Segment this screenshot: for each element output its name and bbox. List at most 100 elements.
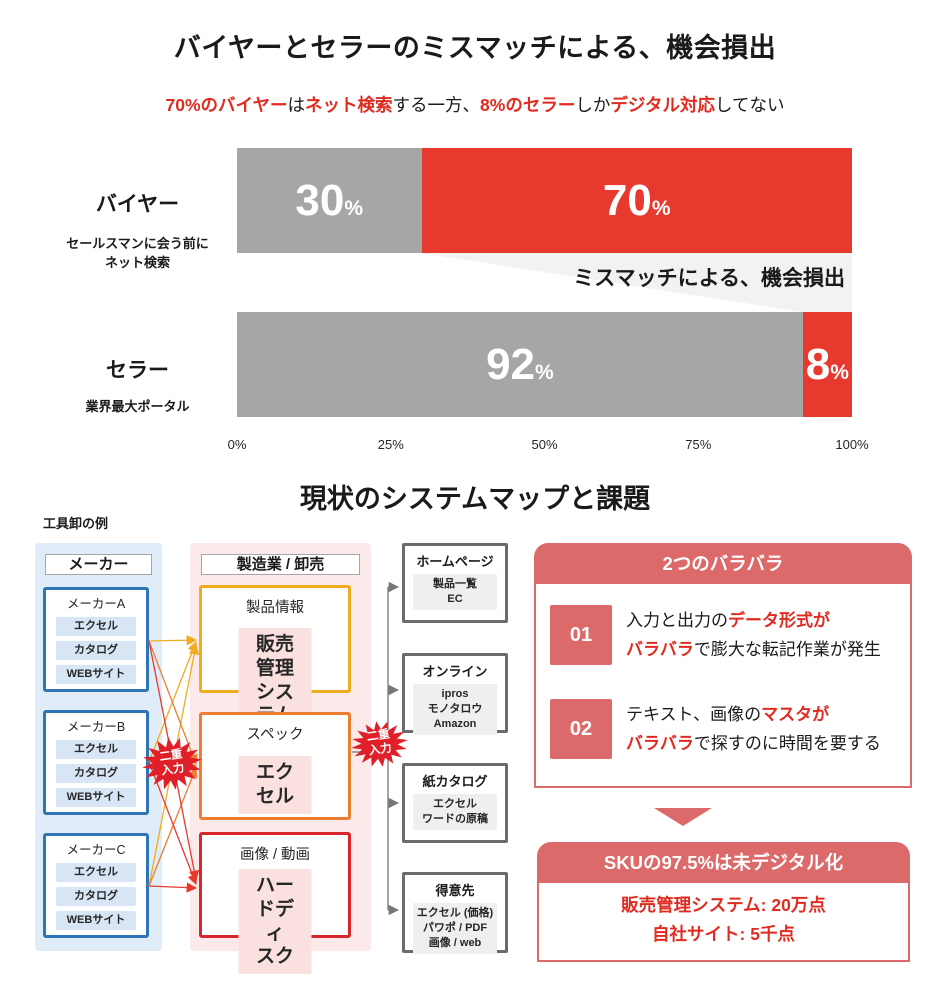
segment-value: 70 <box>602 175 652 225</box>
issues-panel-body: 01 入力と出力のデータ形式が バラバラで膨大な転記作業が発生 02 テキスト、画像のマ… <box>534 584 912 788</box>
axis-tick: 25% <box>377 437 404 452</box>
middle-box-title: 製品情報 <box>246 600 304 616</box>
subtitle-segment: 8%のセラー <box>480 95 576 115</box>
middle-box-title: 画像 / 動画 <box>239 847 311 863</box>
issue-text-segment: バラバラ <box>626 640 694 659</box>
mismatch-label: ミスマッチによる、機会損出 <box>573 267 845 290</box>
output-box: 紙カタログエクセル ワードの原稿 <box>402 763 508 843</box>
maker-item: WEBサイト <box>56 788 136 807</box>
maker-box-title: メーカーC <box>66 843 126 857</box>
sku-line: 自社サイト: 5千点 <box>652 924 795 944</box>
section2-title: 現状のシステムマップと課題 <box>299 484 651 514</box>
issue-text-segment: データ形式が <box>728 611 830 630</box>
buyer-bar: 30% 70% <box>237 148 852 253</box>
issue-item: 02 テキスト、画像のマスタが バラバラで探すのに時間を要する <box>550 699 881 759</box>
sku-line: 販売管理システム: 20万点 <box>621 895 826 915</box>
issue-text: テキスト、画像のマスタが バラバラで探すのに時間を要する <box>626 699 881 758</box>
section1-subtitle: 70%のバイヤーはネット検索する一方、8%のセラーしかデジタル対応してない <box>0 92 950 117</box>
issue-text-line: テキスト、画像のマスタが <box>626 700 881 729</box>
down-arrow-icon <box>654 808 712 826</box>
maker-item: カタログ <box>56 641 136 660</box>
subtitle-segment: 70%のバイヤー <box>165 95 288 115</box>
output-box-title: ホームページ <box>416 554 494 569</box>
axis-tick: 75% <box>685 437 712 452</box>
issue-text-line: バラバラで探すのに時間を要する <box>626 729 881 758</box>
output-box: ホームページ製品一覧 EC <box>402 543 508 623</box>
seller-label: セラー <box>106 359 169 382</box>
subtitle-segment: ネット検索 <box>305 95 393 115</box>
output-box: オンライン ipros モノタロウ Amazon <box>402 653 508 735</box>
axis-tick: 100% <box>835 437 869 452</box>
output-box-inner: ipros モノタロウ Amazon <box>413 684 497 735</box>
issue-text: 入力と出力のデータ形式が バラバラで膨大な転記作業が発生 <box>626 605 881 664</box>
subtitle-segment: しか <box>575 95 611 115</box>
issues-panel-header: 2つのバラバラ <box>534 543 912 584</box>
bar-segment: 8% <box>802 312 852 417</box>
percent-sign: % <box>535 361 554 384</box>
maker-item: WEBサイト <box>56 911 136 930</box>
bar-segment: 30% <box>237 148 422 253</box>
issue-number: 02 <box>550 699 612 759</box>
seller-sublabel: 業界最大ポータル <box>85 399 190 414</box>
issue-text-segment: マスタが <box>761 705 830 724</box>
middle-box: 画像 / 動画ハードディ スク <box>199 832 351 974</box>
buyer-sublabel: セールスマンに会う前に ネット検索 <box>66 236 209 270</box>
axis-tick: 50% <box>531 437 558 452</box>
maker-item: エクセル <box>56 863 136 882</box>
maker-box: メーカーC エクセルカタログ WEBサイト <box>43 833 149 938</box>
maker-column-header: メーカー <box>45 554 152 575</box>
maker-item: WEBサイト <box>56 665 136 684</box>
segment-value: 8 <box>805 339 831 389</box>
issue-text-line: 入力と出力のデータ形式が <box>626 606 881 635</box>
output-box-title: 得意先 <box>435 883 475 898</box>
subtitle-segment: は <box>287 95 306 115</box>
output-box-title: 紙カタログ <box>422 774 488 789</box>
output-box-title: オンライン <box>422 664 488 679</box>
percent-sign: % <box>651 197 671 220</box>
issue-item: 01 入力と出力のデータ形式が バラバラで膨大な転記作業が発生 <box>550 605 881 665</box>
segment-value: 92 <box>486 339 536 389</box>
maker-item: カタログ <box>56 764 136 783</box>
issue-text-segment: で膨大な転記作業が発生 <box>693 640 881 659</box>
issue-number: 01 <box>550 605 612 665</box>
subtitle-segment: する一方、 <box>392 95 481 115</box>
issue-text-line: バラバラで膨大な転記作業が発生 <box>626 635 881 664</box>
sku-panel-body: 販売管理システム: 20万点 自社サイト: 5千点 <box>537 883 910 962</box>
percent-sign: % <box>344 197 364 220</box>
example-label: 工具卸の例 <box>43 516 109 531</box>
issue-text-segment: 入力と出力の <box>626 611 728 630</box>
maker-box: メーカーB エクセルカタログ WEBサイト <box>43 710 149 815</box>
issues-panel: 2つのバラバラ 01 入力と出力のデータ形式が バラバラで膨大な転記作業が発生 02 テ… <box>534 543 912 788</box>
bar-segment: 92% <box>237 312 803 417</box>
issue-text-segment: テキスト、画像の <box>626 705 762 724</box>
maker-item: エクセル <box>56 617 136 636</box>
maker-box-title: メーカーB <box>66 720 126 734</box>
middle-box-inner: ハードディ スク <box>238 869 312 974</box>
output-box-inner: 製品一覧 EC <box>413 574 497 610</box>
segment-value: 30 <box>295 175 345 225</box>
maker-box: メーカーA エクセルカタログ WEBサイト <box>43 587 149 692</box>
output-box: 得意先エクセル (価格) パワポ / PDF 画像 / web <box>402 872 508 954</box>
subtitle-segment: デジタル対応 <box>610 95 715 115</box>
sku-panel-header: SKUの97.5%は未デジタル化 <box>537 842 910 883</box>
section1-title: バイヤーとセラーのミスマッチによる、機会損出 <box>173 33 777 63</box>
maker-box-title: メーカーA <box>66 597 126 611</box>
middle-box-inner: エクセル <box>238 756 312 814</box>
maker-item: カタログ <box>56 887 136 906</box>
maker-item: エクセル <box>56 740 136 759</box>
seller-bar: 92% 8% <box>237 312 852 417</box>
issue-text-segment: バラバラ <box>626 734 694 753</box>
wholesale-column-header: 製造業 / 卸売 <box>201 554 360 575</box>
output-box-inner: エクセル ワードの原稿 <box>413 794 497 830</box>
axis-tick: 0% <box>227 437 247 452</box>
output-box-inner: エクセル (価格) パワポ / PDF 画像 / web <box>413 903 497 954</box>
sku-panel: SKUの97.5%は未デジタル化 販売管理システム: 20万点 自社サイト: 5千… <box>537 842 910 962</box>
issue-text-segment: で探すのに時間を要する <box>693 734 881 753</box>
percent-sign: % <box>830 361 849 384</box>
middle-box-title: スペック <box>246 727 304 743</box>
bar-segment: 70% <box>421 148 852 253</box>
subtitle-segment: してない <box>714 95 785 115</box>
buyer-label: バイヤー <box>95 193 180 216</box>
